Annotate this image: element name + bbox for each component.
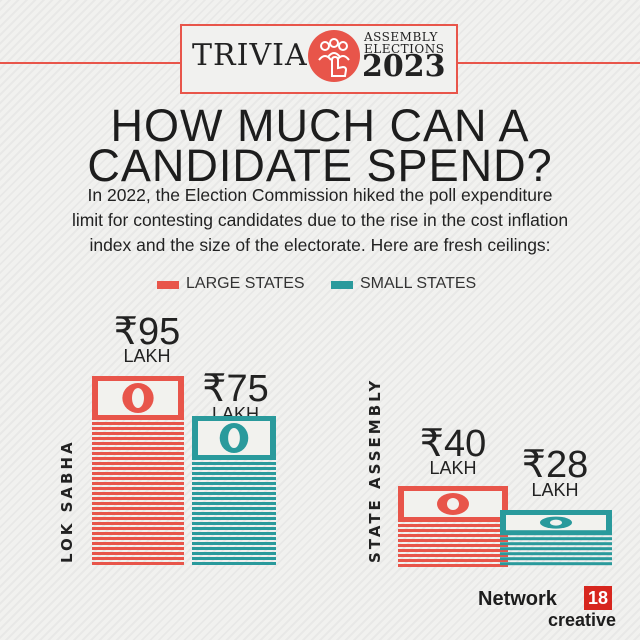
trivia-title: TRIVIA [192,38,308,73]
legend-swatch-large [157,281,179,289]
unit-label-lok-large: LAKH [123,346,171,366]
value-label-sa-small: ₹28 [521,444,589,486]
description-line-1: In 2022, the Election Commission hiked t… [87,185,553,205]
headline-line-1: HOW MUCH CAN A [110,100,530,151]
unit-label-sa-large: LAKH [429,458,477,478]
legend-label-small: SMALL STATES [360,275,477,292]
unit-label-sa-small: LAKH [531,480,579,500]
brand-network: Network [478,588,557,610]
value-label-sa-large: ₹40 [419,423,487,465]
year-label: 2023 [362,49,446,84]
legend-label-large: LARGE STATES [186,275,305,292]
value-label-lok-small: ₹75 [202,368,269,410]
ballot-hand-icon [308,30,360,82]
description-line-3: index and the size of the electorate. He… [89,235,551,255]
category-label-state-assembly: STATE ASSEMBLY [366,377,384,563]
elections-label: ELECTIONS [364,42,445,56]
headline-line-2: CANDIDATE SPEND? [87,140,553,191]
bar-1-0 [398,486,508,567]
description-line-2: limit for contesting candidates due to t… [71,210,569,230]
legend-swatch-small [331,281,353,289]
bar-0-0 [92,376,184,565]
bar-1-1 [500,510,612,566]
unit-label-lok-small: LAKH [211,404,260,424]
brand-number: 18 [584,586,612,610]
bar-0-1 [192,416,276,565]
brand-creative: creative [548,610,617,630]
assembly-label: ASSEMBLY [364,30,438,44]
value-label-lok-large: ₹95 [113,311,181,353]
category-label-lok-sabha: LOK SABHA [58,439,76,563]
